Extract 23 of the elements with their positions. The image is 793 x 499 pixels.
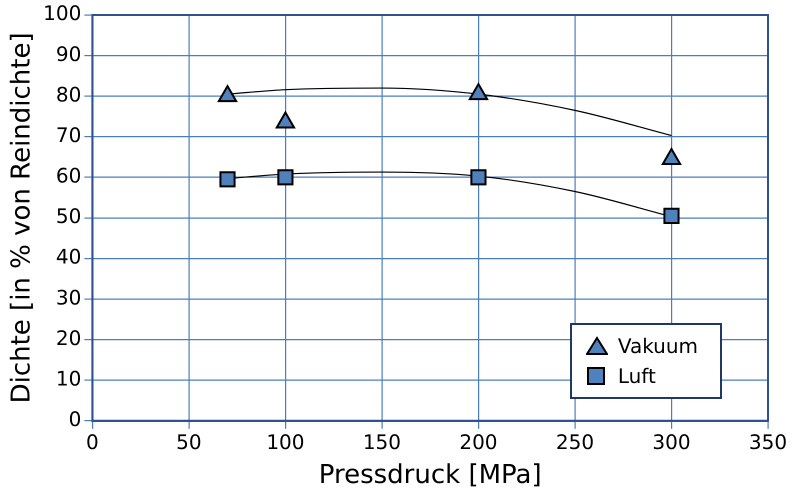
y-tick-label: 100 — [43, 1, 82, 26]
x-axis-title: Pressdruck [MPa] — [318, 460, 542, 490]
x-tick-label: 300 — [652, 430, 691, 454]
x-tick-label: 200 — [459, 430, 498, 454]
x-tick-label: 350 — [748, 430, 788, 454]
y-tick-label: 90 — [56, 42, 82, 66]
x-tick-label: 0 — [86, 430, 99, 454]
y-tick-label: 80 — [56, 82, 82, 106]
x-tick-label: 250 — [556, 430, 594, 454]
y-tick-label: 10 — [56, 366, 82, 390]
legend-label: Luft — [618, 362, 656, 390]
y-tick-label: 70 — [56, 122, 82, 147]
y-tick-label: 40 — [56, 244, 82, 269]
x-tick-label: 50 — [176, 430, 202, 454]
y-tick-label: 0 — [68, 407, 82, 432]
y-tick-label: 60 — [56, 164, 82, 188]
y-tick-label: 20 — [56, 326, 82, 350]
y-tick-label: 50 — [56, 204, 82, 228]
y-tick-label: 30 — [56, 285, 82, 310]
y-axis-title: Dichte [in % von Reindichte] — [6, 32, 36, 404]
legend-label: Vakuum — [618, 332, 698, 360]
x-tick-label: 100 — [266, 430, 305, 454]
x-tick-label: 150 — [362, 430, 402, 454]
